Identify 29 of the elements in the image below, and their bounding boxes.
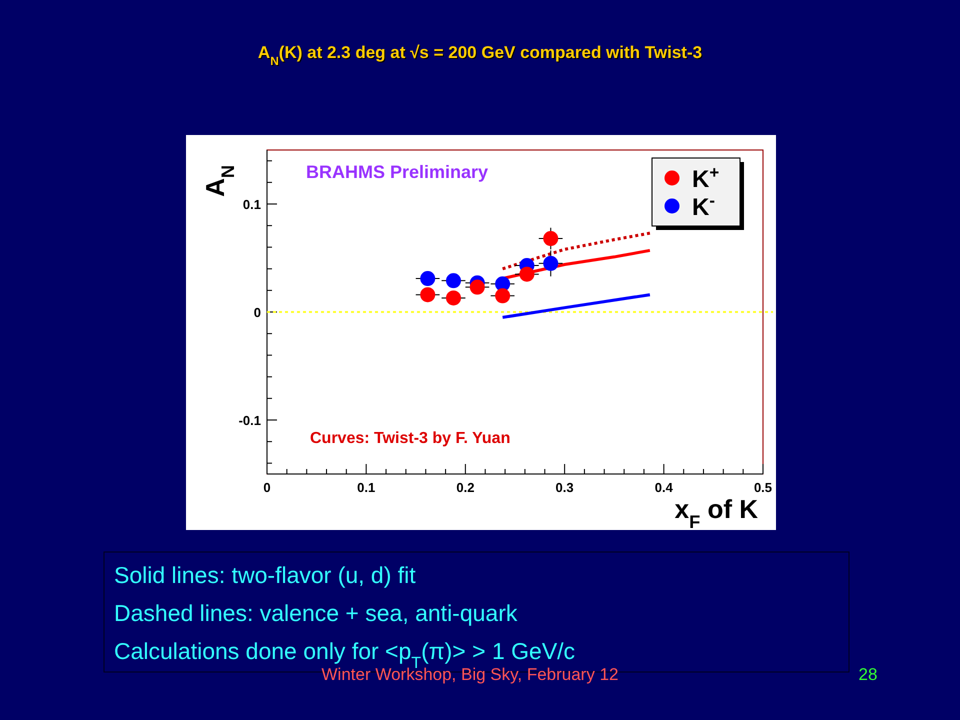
x-axis-title: x$_{F}$ of K bbox=[674, 494, 758, 532]
annotation: BRAHMS Preliminary bbox=[306, 162, 488, 182]
line-series bbox=[501, 232, 652, 270]
x-tick-label: 0.2 bbox=[456, 480, 474, 495]
point bbox=[420, 271, 436, 286]
chart-title: A$_{N}$(K) at 2.3 deg at √s = 200 GeV compared with Twist-3 bbox=[258, 44, 704, 69]
point bbox=[420, 287, 436, 302]
point bbox=[446, 290, 461, 306]
text: Dashed lines: valence + sea, anti-quark bbox=[114, 600, 518, 626]
text: 28 bbox=[858, 665, 878, 684]
annotation: Curves: Twist-3 by F. Yuan bbox=[310, 430, 510, 447]
point bbox=[543, 231, 558, 246]
x-tick-label: 0.3 bbox=[556, 480, 574, 495]
point bbox=[543, 256, 558, 271]
legend-label: K$^{-}$ bbox=[692, 190, 715, 221]
point bbox=[470, 280, 485, 295]
line-series bbox=[501, 293, 652, 319]
point bbox=[495, 288, 510, 304]
text: Solid lines: two-flavor (u, d) fit bbox=[114, 562, 416, 588]
y-tick-label: 0 bbox=[254, 305, 261, 320]
y-tick-label: 0.1 bbox=[242, 197, 261, 212]
legend-label: K$^{+}$ bbox=[692, 162, 720, 193]
x-tick-label: 0.1 bbox=[357, 480, 376, 495]
y-tick-label: -0.1 bbox=[238, 413, 261, 428]
point bbox=[519, 266, 534, 282]
x-tick-label: 0.4 bbox=[654, 480, 674, 495]
x-tick-label: 0 bbox=[263, 480, 271, 495]
x-tick-label: 0.5 bbox=[754, 480, 772, 495]
point bbox=[446, 273, 461, 288]
